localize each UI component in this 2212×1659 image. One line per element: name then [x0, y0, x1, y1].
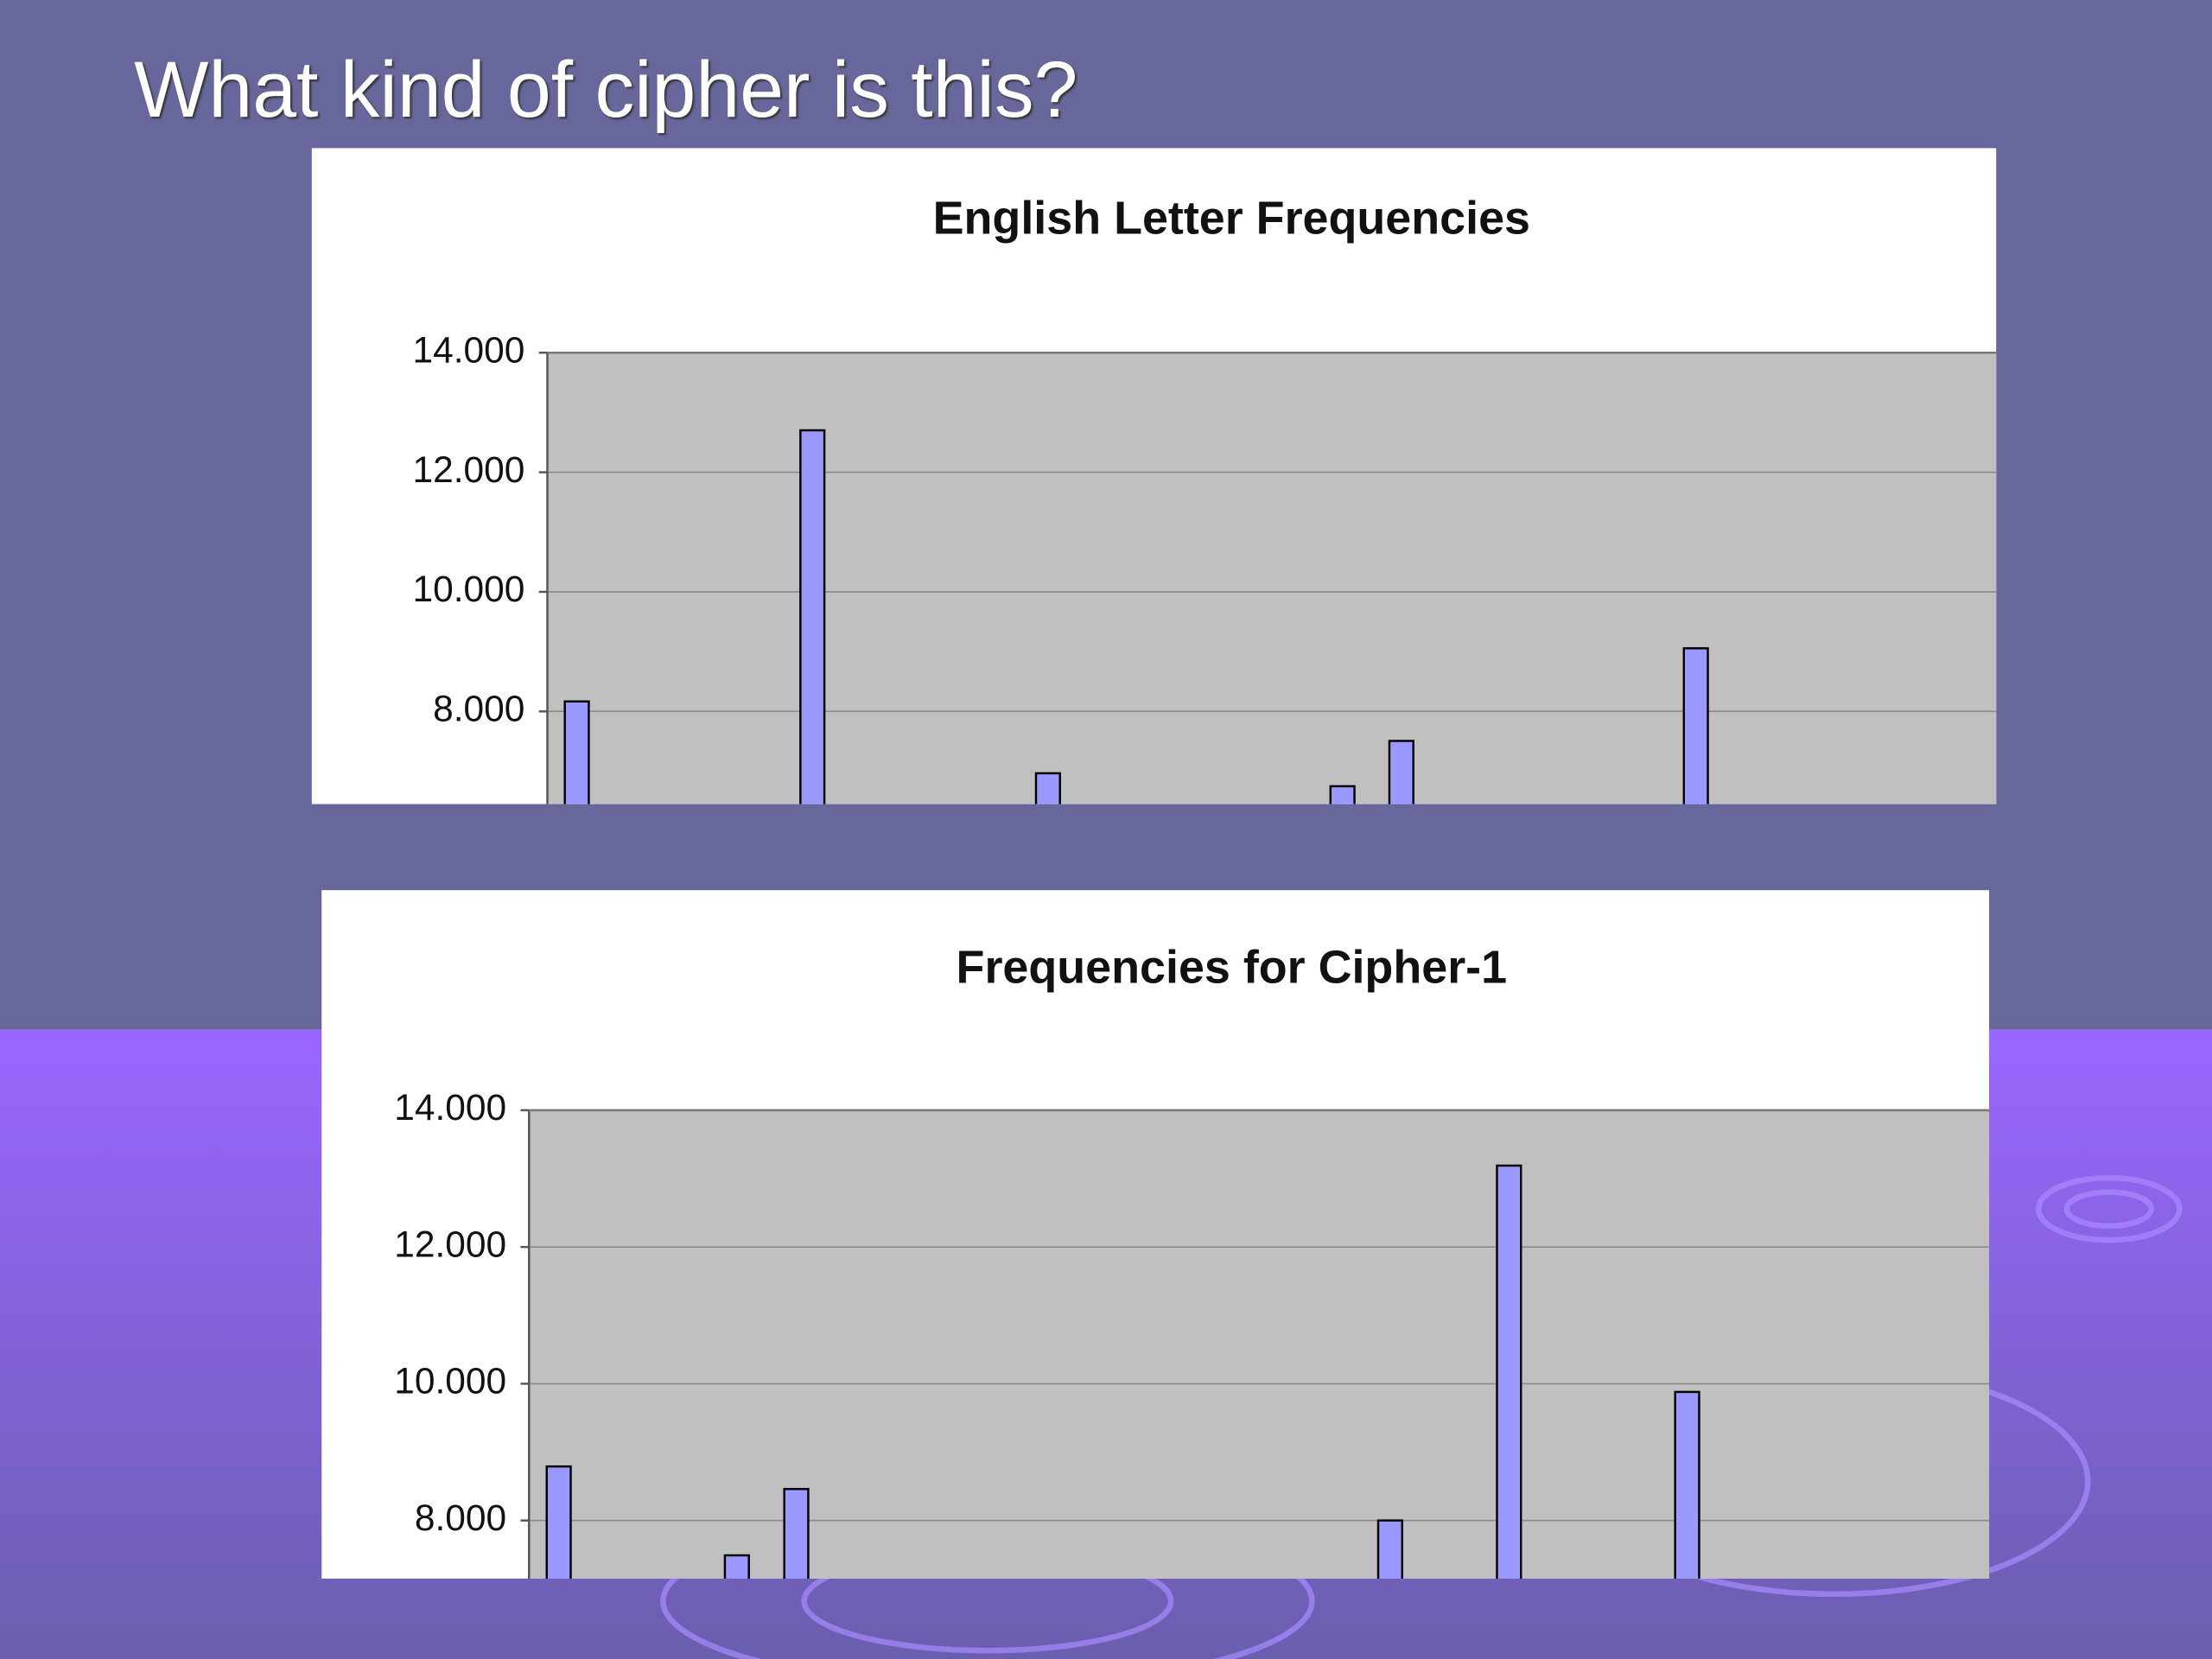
bar: [1376, 1519, 1404, 1579]
charts: English Letter Frequencies 8.000 10.000 12.…: [311, 148, 1997, 1579]
bar: [799, 429, 826, 804]
bar: [1674, 1390, 1700, 1579]
chart-title: Frequencies for Cipher-1: [957, 941, 1507, 993]
bar: [1329, 785, 1356, 804]
bar: [545, 1465, 572, 1579]
bar: [1388, 740, 1414, 804]
bar: [1034, 772, 1061, 804]
y-tick-label: 8.000: [415, 1497, 506, 1538]
y-tick-label: 8.000: [433, 689, 524, 729]
chart: English Letter Frequencies 8.000 10.000 12.…: [311, 148, 1997, 804]
bar: [1496, 1164, 1522, 1579]
chart: Frequencies for Cipher-1 8.000 10.000 12.00…: [321, 890, 1990, 1579]
y-tick-label: 10.000: [413, 569, 525, 609]
y-tick-label: 10.000: [394, 1361, 506, 1402]
y-tick-label: 14.000: [394, 1087, 506, 1128]
slide-title: What kind of cipher is this?: [134, 46, 1077, 134]
y-tick-label: 14.000: [413, 329, 525, 370]
y-tick-label: 12.000: [394, 1224, 506, 1264]
bar: [563, 700, 590, 804]
bar: [783, 1488, 810, 1579]
plot-area: [547, 353, 1997, 804]
bar: [723, 1554, 750, 1579]
plot-area: [529, 1109, 1990, 1579]
bar: [1682, 647, 1709, 804]
chart-title: English Letter Frequencies: [933, 193, 1530, 245]
y-tick-label: 12.000: [413, 449, 525, 490]
